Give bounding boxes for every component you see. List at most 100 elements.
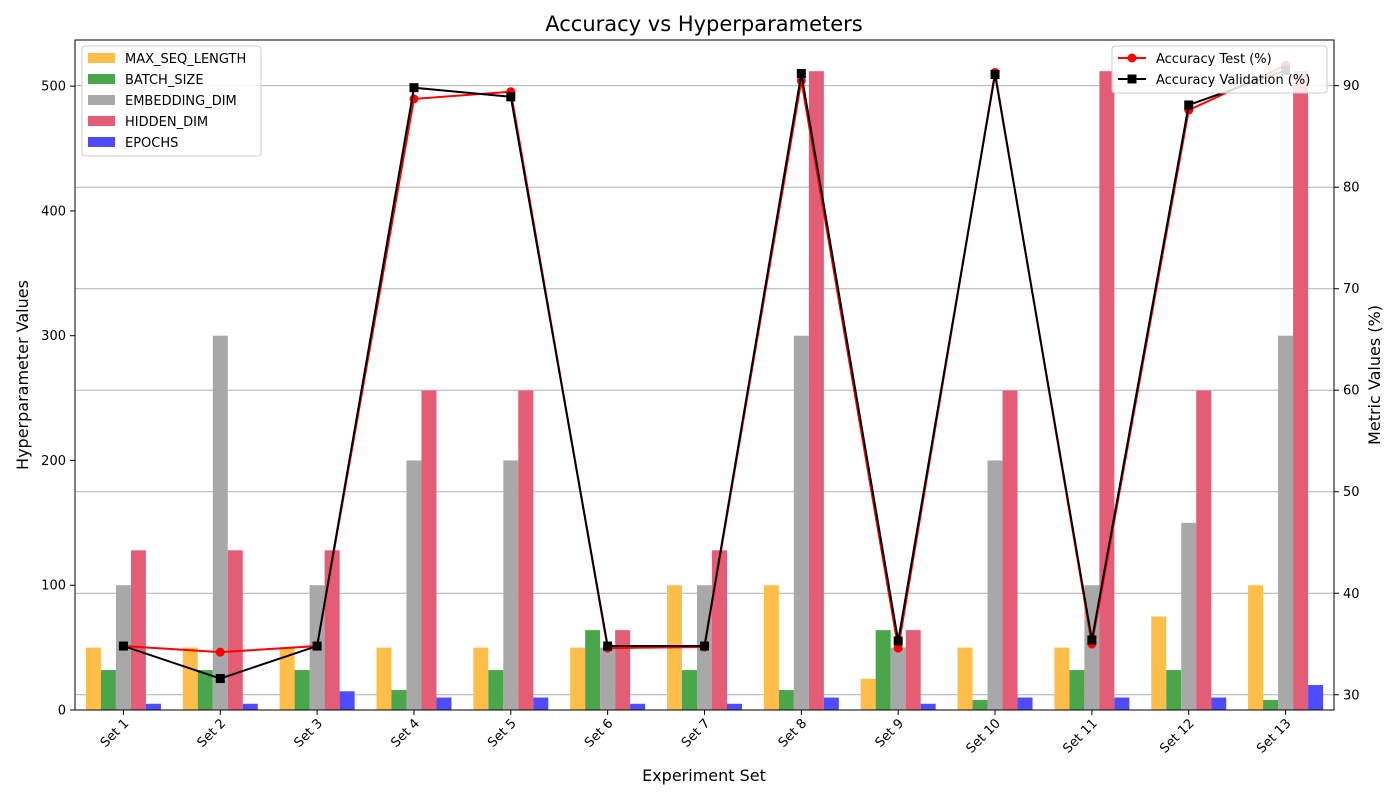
bar	[212, 335, 228, 710]
legend-swatch	[88, 137, 115, 147]
x-tick-label: Set 8	[776, 716, 810, 750]
bar	[376, 647, 392, 710]
y-tick-label-right: 50	[1343, 485, 1360, 500]
y-axis-label-right: Metric Values (%)	[1365, 305, 1384, 445]
legend-label: HIDDEN_DIM	[125, 115, 208, 130]
bar	[406, 460, 422, 710]
bar	[712, 550, 727, 710]
data-point	[506, 92, 516, 102]
bar	[130, 550, 146, 710]
x-tick-label: Set 1	[98, 716, 132, 750]
bar	[905, 630, 921, 710]
bar	[436, 697, 452, 710]
data-point	[215, 647, 225, 657]
bar	[488, 670, 504, 710]
bar	[920, 703, 936, 710]
bar	[1002, 390, 1018, 710]
bar	[182, 647, 198, 710]
legend-label: BATCH_SIZE	[125, 73, 204, 88]
data-point	[603, 641, 613, 651]
bar	[391, 690, 407, 710]
legend-swatch	[88, 116, 115, 126]
bar	[421, 390, 437, 710]
data-point	[893, 636, 903, 646]
bar	[972, 700, 988, 710]
bar	[860, 678, 876, 710]
bar	[503, 460, 519, 710]
x-tick-label: Set 10	[964, 716, 1004, 756]
bar	[339, 691, 355, 710]
y-tick-label-left: 400	[41, 204, 66, 219]
y-tick-label-left: 0	[58, 704, 66, 719]
bar	[227, 550, 243, 710]
data-point	[796, 69, 806, 78]
bar	[279, 647, 295, 710]
x-tick-label: Set 5	[485, 716, 519, 750]
bar	[1069, 670, 1085, 710]
bar	[1114, 697, 1130, 710]
data-point	[893, 643, 903, 653]
legend-hyperparameters: MAX_SEQ_LENGTH BATCH_SIZE EMBEDDING_DIM HID…	[81, 45, 262, 157]
bar	[763, 585, 779, 710]
legend-label: MAX_SEQ_LENGTH	[125, 52, 246, 67]
y-tick-label-left: 300	[41, 329, 66, 344]
legend-swatch	[88, 74, 115, 84]
data-point	[409, 83, 419, 93]
bar	[100, 670, 116, 710]
legend-label: EMBEDDING_DIM	[125, 94, 237, 109]
bar	[808, 71, 824, 711]
legend-marker	[1127, 53, 1137, 63]
grid-layer	[75, 85, 1334, 696]
bar	[793, 335, 809, 710]
y-tick-label-right: 30	[1343, 688, 1360, 703]
legend-label: EPOCHS	[125, 136, 178, 151]
y-tick-label-right: 70	[1343, 282, 1360, 297]
legend-label: Accuracy Test (%)	[1156, 52, 1272, 67]
bar	[682, 670, 697, 710]
x-tick-label: Set 11	[1060, 716, 1100, 756]
x-tick-label: Set 3	[291, 716, 325, 750]
bar	[1054, 647, 1070, 710]
bar	[585, 630, 601, 710]
bar	[1308, 685, 1324, 710]
bar	[1181, 522, 1197, 710]
y-tick-label-right: 80	[1343, 181, 1360, 196]
bar	[778, 690, 794, 710]
y-tick-label-right: 90	[1343, 79, 1360, 94]
bar	[85, 647, 101, 710]
legend-swatch	[88, 95, 115, 105]
bar	[1248, 585, 1264, 710]
legend-marker	[1127, 74, 1137, 84]
line-layer	[118, 60, 1291, 684]
bar	[727, 703, 742, 710]
x-tick-label: Set 6	[582, 716, 616, 750]
bar	[324, 550, 340, 710]
x-tick-label: Set 4	[388, 716, 422, 750]
y-tick-label-right: 40	[1343, 587, 1360, 602]
y-tick-label-right: 60	[1343, 384, 1360, 399]
data-point	[118, 641, 128, 651]
bar	[1151, 616, 1167, 710]
x-tick-label: Set 2	[195, 716, 229, 750]
x-tick-label: Set 9	[873, 716, 907, 750]
bar	[242, 703, 258, 710]
legend-label: Accuracy Validation (%)	[1156, 73, 1310, 88]
y-axis-label-left: Hyperparameter Values	[13, 280, 32, 470]
bar	[1211, 697, 1227, 710]
bar	[957, 647, 973, 710]
x-tick-label: Set 12	[1157, 716, 1197, 756]
bar	[294, 670, 310, 710]
bar	[1263, 700, 1279, 710]
x-axis-label: Experiment Set	[642, 766, 766, 785]
data-point	[1184, 100, 1194, 110]
data-point	[215, 674, 225, 684]
legend-swatch	[88, 53, 115, 63]
bar	[615, 630, 631, 710]
bar	[1099, 71, 1115, 711]
bar	[1017, 697, 1033, 710]
bar	[1278, 335, 1294, 710]
y-tick-label-left: 200	[41, 454, 66, 469]
data-point	[1087, 635, 1097, 645]
bar	[197, 670, 213, 710]
y-tick-label-left: 100	[41, 579, 66, 594]
